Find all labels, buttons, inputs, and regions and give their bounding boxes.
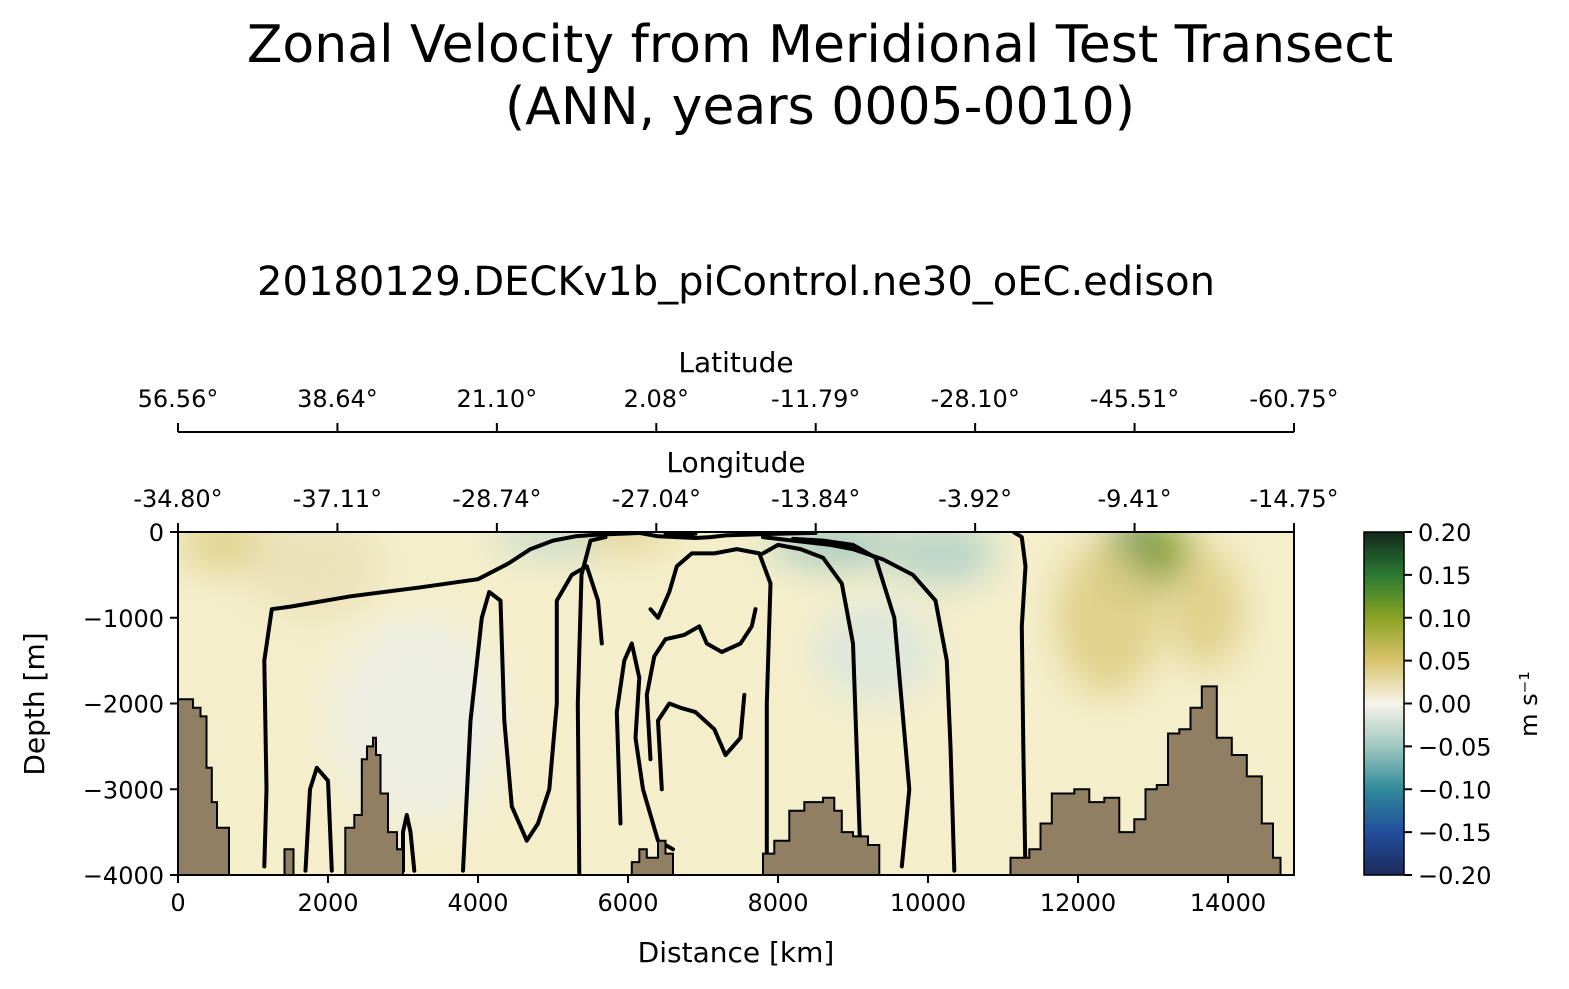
velocity-anomaly — [1168, 549, 1243, 670]
x-tick-label: 0 — [170, 889, 185, 917]
y-tick-label: −3000 — [83, 776, 164, 804]
latitude-ticks: 56.56° 38.64° 21.10° 2.08° -11.79° -28.10° -45… — [138, 385, 1339, 432]
latitude-tick-label: -45.51° — [1090, 385, 1179, 413]
plot-area — [178, 532, 1294, 875]
zero-contour-line — [637, 532, 818, 540]
contour-lines — [262, 532, 1028, 875]
longitude-tick-label: -3.92° — [938, 485, 1012, 513]
x-tick-label: 4000 — [447, 889, 508, 917]
colorbar-tick-label: −0.20 — [1418, 862, 1492, 890]
chart-subtitle: 20180129.DECKv1b_piControl.ne30_oEC.edis… — [257, 259, 1215, 305]
velocity-anomaly — [815, 600, 936, 704]
longitude-tick-label: -27.04° — [612, 485, 701, 513]
zero-contour-line — [761, 535, 957, 873]
colorbar-tick-label: −0.05 — [1418, 733, 1492, 761]
zero-contour-line — [401, 813, 417, 873]
velocity-anomaly — [890, 532, 996, 584]
colorbar-tick-label: −0.15 — [1418, 819, 1492, 847]
latitude-tick-label: 56.56° — [138, 385, 219, 413]
y-tick-label: −2000 — [83, 691, 164, 719]
longitude-tick-label: -9.41° — [1098, 485, 1172, 513]
longitude-tick-label: -37.11° — [293, 485, 382, 513]
zero-contour-line — [461, 564, 604, 873]
colorbar-label: m s⁻¹ — [1515, 671, 1543, 737]
y-axis-label: Depth [m] — [18, 632, 51, 775]
y-axis-ticks: 0 −1000 −2000 −3000 −4000 — [83, 519, 178, 890]
longitude-ticks: -34.80° -37.11° -28.74° -27.04° -13.84° -3.92… — [133, 485, 1339, 532]
zero-contour-line — [1012, 532, 1028, 875]
y-tick-label: −1000 — [83, 605, 164, 633]
colorbar-tick-label: 0.05 — [1418, 648, 1471, 676]
chart-title-line2: (ANN, years 0005-0010) — [505, 77, 1135, 137]
zero-contour-line — [303, 765, 334, 873]
zero-contour-line — [575, 535, 608, 875]
longitude-tick-label: -14.75° — [1249, 485, 1338, 513]
x-tick-label: 12000 — [1040, 889, 1116, 917]
zero-contour-line — [761, 542, 863, 860]
colorbar — [1363, 531, 1405, 876]
y-tick-label: 0 — [149, 519, 164, 547]
latitude-tick-label: 38.64° — [297, 385, 378, 413]
latitude-tick-label: -11.79° — [771, 385, 860, 413]
zero-contour-line — [648, 547, 773, 875]
x-tick-label: 2000 — [297, 889, 358, 917]
zero-contour-line — [262, 532, 645, 869]
bathymetry — [178, 685, 1294, 875]
colorbar-tick-label: 0.00 — [1418, 691, 1471, 719]
y-tick-label: −4000 — [83, 862, 164, 890]
x-tick-label: 6000 — [597, 889, 658, 917]
zero-contour-line — [614, 641, 675, 852]
latitude-tick-label: -28.10° — [930, 385, 1019, 413]
longitude-tick-label: -13.84° — [771, 485, 860, 513]
longitude-tick-label: -28.74° — [452, 485, 541, 513]
x-tick-label: 8000 — [747, 889, 808, 917]
colorbar-tick-label: 0.10 — [1418, 605, 1471, 633]
colorbar-tick-label: 0.20 — [1418, 519, 1471, 547]
longitude-axis-label: Longitude — [666, 446, 805, 479]
colorbar-ticks: 0.20 0.15 0.10 0.05 0.00 −0.05 −0.10 −0.15 −0.20 — [1404, 519, 1492, 890]
zero-contour-line — [644, 607, 758, 762]
x-axis-label: Distance [km] — [638, 936, 835, 969]
chart-title-line1: Zonal Velocity from Meridional Test Tran… — [247, 15, 1393, 75]
x-tick-label: 14000 — [1190, 889, 1266, 917]
latitude-tick-label: 21.10° — [456, 385, 537, 413]
latitude-tick-label: -60.75° — [1249, 385, 1338, 413]
colorbar-tick-label: −0.10 — [1418, 776, 1492, 804]
zero-contour-line — [656, 692, 747, 792]
x-tick-label: 10000 — [890, 889, 966, 917]
colorbar-tick-label: 0.15 — [1418, 562, 1471, 590]
velocity-anomaly — [1055, 540, 1161, 695]
latitude-tick-label: 2.08° — [624, 385, 689, 413]
velocity-anomaly — [328, 617, 508, 824]
x-axis-ticks: 0 2000 4000 6000 8000 10000 12000 14000 — [170, 875, 1266, 917]
latitude-axis-label: Latitude — [678, 346, 793, 379]
longitude-tick-label: -34.80° — [133, 485, 222, 513]
